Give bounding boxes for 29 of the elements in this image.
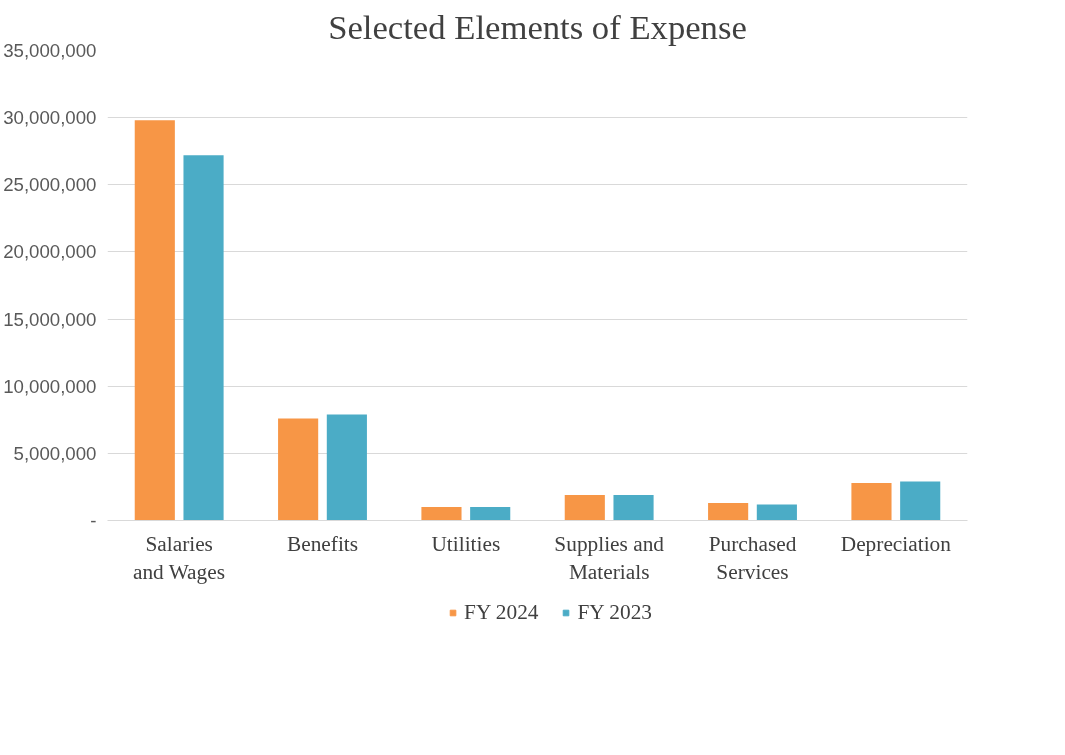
y-tick-label: - bbox=[90, 510, 97, 531]
x-tick-label: Supplies and Materials bbox=[554, 531, 665, 585]
bar bbox=[756, 504, 797, 521]
x-tick-label: Benefits bbox=[286, 531, 359, 556]
y-tick-label: 15,000,000 bbox=[3, 308, 97, 330]
y-tick-label: 35,000,000 bbox=[3, 40, 97, 61]
bar bbox=[421, 507, 462, 521]
x-tick-label: Depreciation bbox=[840, 531, 952, 556]
bar bbox=[326, 414, 367, 521]
legend-label: FY 2023 bbox=[577, 599, 652, 625]
legend-label: FY 2024 bbox=[464, 599, 539, 625]
bar bbox=[900, 481, 941, 521]
bar bbox=[183, 155, 224, 521]
chart-title: Selected Elements of Expense bbox=[328, 7, 747, 46]
x-tick-label: Salaries and Wages bbox=[132, 531, 226, 585]
bar bbox=[708, 503, 749, 521]
bar bbox=[564, 494, 605, 521]
bar bbox=[613, 494, 654, 521]
y-tick-label: 30,000,000 bbox=[3, 107, 97, 129]
y-tick-label: 25,000,000 bbox=[3, 174, 97, 196]
x-tick-label: Utilities bbox=[431, 531, 501, 556]
bar bbox=[278, 418, 319, 521]
bar bbox=[134, 120, 175, 521]
bar bbox=[851, 482, 892, 521]
bar bbox=[470, 507, 511, 521]
x-tick-label: Purchased Services bbox=[708, 531, 797, 585]
y-tick-label: 10,000,000 bbox=[3, 375, 97, 397]
y-tick-label: 5,000,000 bbox=[13, 442, 97, 464]
y-tick-label: 20,000,000 bbox=[3, 241, 97, 263]
